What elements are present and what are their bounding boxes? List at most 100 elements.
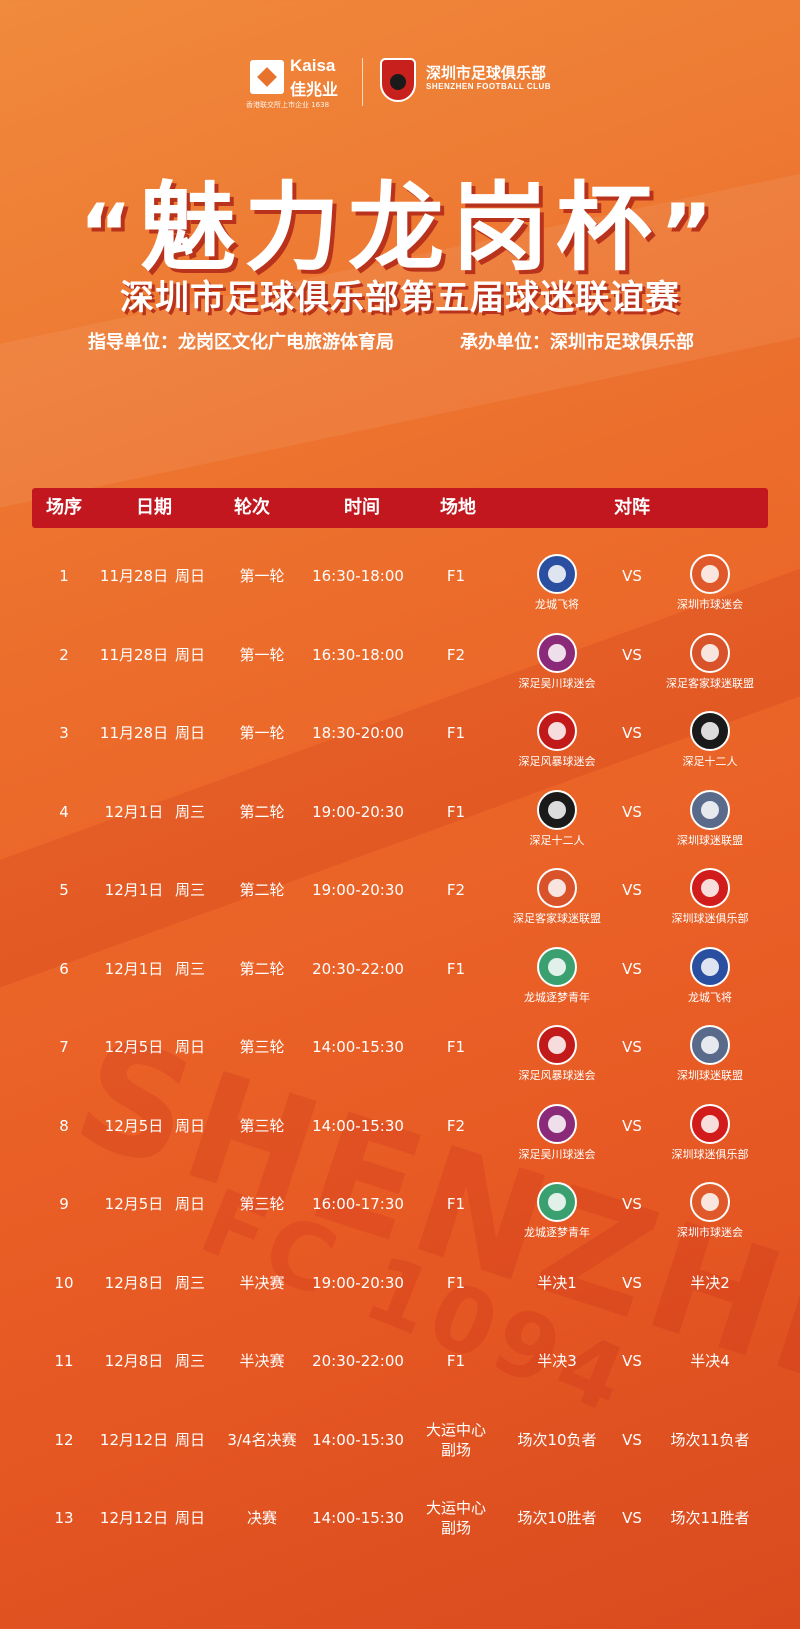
match-weekday: 周日 xyxy=(174,1430,205,1449)
vs-label: VS xyxy=(622,567,642,585)
team-b: 深足十二人 xyxy=(650,711,770,769)
team-badge-icon xyxy=(537,1025,577,1065)
team-b: 深圳球迷俱乐部 xyxy=(650,868,770,926)
match-venue: F2 xyxy=(446,1116,466,1135)
team-badge-icon xyxy=(537,1182,577,1222)
team-b: 深圳球迷俱乐部 xyxy=(650,1103,770,1162)
page-title: “魅力龙岗杯” xyxy=(79,172,721,284)
match-venue: F2 xyxy=(446,881,466,899)
match-number: 9 xyxy=(59,1195,69,1213)
logo-bar: Kaisa 佳兆业 香港联交所上市企业 1638 深圳市足球俱乐部 SHENZH… xyxy=(0,52,800,112)
match-time: 14:00-15:30 xyxy=(312,1038,404,1056)
team-badge-icon xyxy=(537,789,577,830)
table-row: 10 12月8日 周三 半决赛 19:00-20:30 F1 VS 半决1 半决2 xyxy=(0,1257,800,1335)
table-row: 6 12月1日 周三 第二轮 20:30-22:00 F1 VS 龙城逐梦青年 龙城飞将 xyxy=(0,943,800,1021)
match-round: 第二轮 xyxy=(239,959,285,978)
match-number: 8 xyxy=(59,1116,69,1135)
match-time: 18:30-20:00 xyxy=(312,724,404,742)
match-venue: F1 xyxy=(446,1352,466,1370)
match-weekday: 周日 xyxy=(174,1195,205,1213)
vs-label: VS xyxy=(622,881,642,899)
venue-line: 大运中心 xyxy=(425,1499,486,1517)
match-weekday: 周日 xyxy=(174,1038,205,1056)
match-round: 第三轮 xyxy=(239,1038,285,1056)
match-date: 12月12日 xyxy=(99,1509,169,1527)
team-badge-icon xyxy=(537,868,577,908)
match-venue: F1 xyxy=(446,567,466,585)
match-weekday: 周日 xyxy=(174,1116,205,1135)
table-row: 4 12月1日 周三 第二轮 19:00-20:30 F1 VS 深足十二人 深圳球迷联盟 xyxy=(0,786,800,864)
match-venue: F1 xyxy=(446,1195,466,1213)
match-round: 第一轮 xyxy=(239,724,285,742)
team-b: 半决2 xyxy=(690,1273,730,1292)
match-round: 第一轮 xyxy=(239,645,285,664)
sponsor-name: Kaisa xyxy=(290,56,336,75)
match-number: 5 xyxy=(59,881,69,899)
match-weekday: 周日 xyxy=(174,1509,205,1527)
team-b: 深圳球迷联盟 xyxy=(650,1025,770,1083)
team-badge-icon xyxy=(690,946,730,987)
match-number: 7 xyxy=(59,1038,69,1056)
team-badge-icon xyxy=(537,1103,577,1144)
team-name: 深圳球迷联盟 xyxy=(677,1069,743,1082)
team-badge-icon xyxy=(537,946,577,987)
team-badge-icon xyxy=(690,868,730,908)
team-name: 深足十二人 xyxy=(529,833,585,847)
team-a: 龙城逐梦青年 xyxy=(497,1182,617,1240)
match-weekday: 周日 xyxy=(174,645,205,664)
team-b: 场次11负者 xyxy=(670,1430,750,1449)
match-number: 4 xyxy=(59,802,69,821)
match-weekday: 周三 xyxy=(174,959,205,978)
column-header: 时间 xyxy=(344,497,380,518)
match-time: 14:00-15:30 xyxy=(312,1430,404,1449)
team-badge-icon xyxy=(537,554,577,594)
team-name: 深足客家球迷联盟 xyxy=(513,912,601,925)
team-b: 深足客家球迷联盟 xyxy=(650,632,770,691)
vs-label: VS xyxy=(622,1038,642,1056)
team-badge-icon xyxy=(690,632,730,673)
match-date: 12月1日 xyxy=(104,959,164,978)
vs-label: VS xyxy=(622,645,642,664)
match-weekday: 周日 xyxy=(174,567,205,585)
match-weekday: 周三 xyxy=(174,1352,205,1370)
match-date: 12月5日 xyxy=(104,1038,164,1056)
match-weekday: 周三 xyxy=(174,802,205,821)
vs-label: VS xyxy=(622,802,642,821)
match-number: 3 xyxy=(59,724,69,742)
match-weekday: 周三 xyxy=(174,881,205,899)
team-badge-icon xyxy=(690,789,730,830)
venue-line: 大运中心 xyxy=(425,1420,486,1439)
column-header: 日期 xyxy=(136,497,172,518)
team-b: 深圳球迷联盟 xyxy=(650,789,770,848)
venue-line: 副场 xyxy=(440,1440,471,1459)
table-row: 2 11月28日 周日 第一轮 16:30-18:00 F2 VS 深足吴川球迷会 深足客家球迷… xyxy=(0,629,800,707)
match-round: 第一轮 xyxy=(239,567,285,585)
team-a: 半决3 xyxy=(537,1352,577,1370)
team-a: 深足吴川球迷会 xyxy=(497,1103,617,1162)
match-venue: 大运中心 副场 xyxy=(410,1492,502,1544)
match-date: 12月5日 xyxy=(104,1195,164,1213)
match-number: 10 xyxy=(54,1273,74,1292)
table-row: 11 12月8日 周三 半决赛 20:30-22:00 F1 VS 半决3 半决4 xyxy=(0,1335,800,1413)
team-badge-icon xyxy=(690,1025,730,1065)
team-name: 深圳球迷俱乐部 xyxy=(671,912,749,925)
team-b: 深圳市球迷会 xyxy=(650,1182,770,1240)
team-badge-icon xyxy=(690,1182,730,1222)
match-round: 第三轮 xyxy=(239,1195,285,1213)
match-date: 11月28日 xyxy=(99,645,169,664)
schedule-table-header: 场序 日期 轮次 时间 场地 对阵 xyxy=(32,488,768,528)
match-venue: F1 xyxy=(446,1038,466,1056)
match-venue: 大运中心 副场 xyxy=(410,1414,502,1466)
match-round: 第二轮 xyxy=(239,881,285,899)
match-venue: F2 xyxy=(446,645,466,664)
vs-label: VS xyxy=(622,1509,642,1527)
column-header: 场地 xyxy=(440,497,476,518)
team-a: 场次10胜者 xyxy=(517,1509,597,1527)
vs-label: VS xyxy=(622,959,642,978)
team-b: 龙城飞将 xyxy=(650,946,770,1005)
club-name-en: SHENZHEN FOOTBALL CLUB xyxy=(426,82,552,91)
team-badge-icon xyxy=(690,554,730,594)
vs-label: VS xyxy=(622,724,642,742)
team-a: 龙城飞将 xyxy=(497,554,617,612)
team-name: 深足吴川球迷会 xyxy=(518,1147,596,1161)
